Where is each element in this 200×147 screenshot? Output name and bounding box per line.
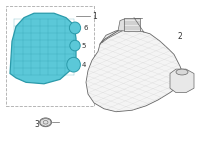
Text: 4: 4 xyxy=(81,62,86,68)
Polygon shape xyxy=(170,69,194,93)
Bar xyxy=(124,18,140,31)
Circle shape xyxy=(40,118,52,127)
Text: 6: 6 xyxy=(83,25,88,31)
Polygon shape xyxy=(86,29,184,112)
Ellipse shape xyxy=(176,69,188,75)
Text: 5: 5 xyxy=(81,43,86,49)
Ellipse shape xyxy=(69,22,81,34)
Polygon shape xyxy=(10,13,76,84)
Text: 2: 2 xyxy=(177,31,182,41)
Polygon shape xyxy=(118,19,130,31)
Bar xyxy=(6,6,94,106)
Ellipse shape xyxy=(67,57,80,72)
Text: 1: 1 xyxy=(92,12,97,21)
Ellipse shape xyxy=(70,40,80,51)
Text: 3: 3 xyxy=(34,120,39,129)
